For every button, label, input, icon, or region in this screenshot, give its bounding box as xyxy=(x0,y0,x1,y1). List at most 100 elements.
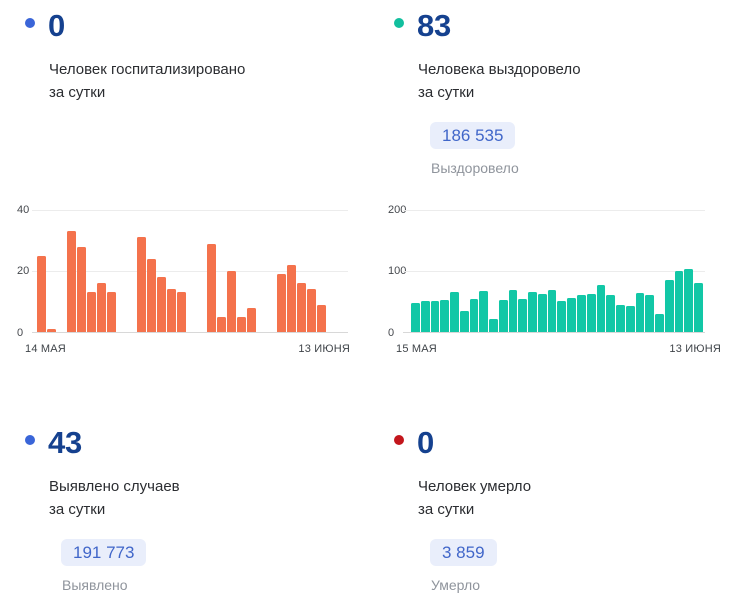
y-tick-label: 0 xyxy=(17,327,24,339)
bar[interactable] xyxy=(586,294,596,332)
bar[interactable] xyxy=(207,244,216,332)
hospitalized-description-line1: Человек госпитализировано xyxy=(49,61,246,78)
hospitalized-status-dot-icon xyxy=(25,18,35,28)
detected-total-chip[interactable]: 191 773 xyxy=(61,539,147,566)
x-axis-line xyxy=(32,332,348,333)
bar[interactable] xyxy=(518,299,528,332)
hospitalized-chart-bars xyxy=(37,210,346,332)
x-start-label: 15 МАЯ xyxy=(396,343,437,355)
bar[interactable] xyxy=(489,319,498,332)
bar[interactable] xyxy=(645,295,655,332)
detected-description: Выявлено случаев за сутки xyxy=(49,475,370,521)
gridline xyxy=(32,210,348,211)
bar[interactable] xyxy=(684,269,694,332)
x-start-label: 14 МАЯ xyxy=(25,343,66,355)
x-axis-line xyxy=(403,332,705,333)
bar[interactable] xyxy=(137,237,146,332)
x-end-label: 13 ИЮНЯ xyxy=(298,343,350,355)
died-description-line2: за сутки xyxy=(418,501,475,518)
hospitalized-daily-count: 0 xyxy=(48,8,65,43)
bar[interactable] xyxy=(237,317,246,332)
bar[interactable] xyxy=(430,301,440,332)
detected-description-line2: за сутки xyxy=(49,501,106,518)
bar[interactable] xyxy=(479,291,489,332)
bar[interactable] xyxy=(67,231,76,332)
bar[interactable] xyxy=(528,292,537,332)
detected-total-label: Выявлено xyxy=(62,577,128,593)
bar[interactable] xyxy=(469,299,479,332)
y-tick-label: 200 xyxy=(388,204,407,216)
died-total-label: Умерло xyxy=(431,577,481,593)
bar[interactable] xyxy=(440,300,450,332)
gridline xyxy=(403,271,705,272)
detected-status-dot-icon xyxy=(25,435,35,445)
bar[interactable] xyxy=(107,292,116,332)
bar[interactable] xyxy=(227,271,236,332)
bar[interactable] xyxy=(694,283,703,332)
x-end-label: 13 ИЮНЯ xyxy=(669,343,721,355)
bar[interactable] xyxy=(450,292,459,332)
bar[interactable] xyxy=(307,289,316,332)
bar[interactable] xyxy=(297,283,306,332)
bar[interactable] xyxy=(157,277,166,332)
died-total-chip[interactable]: 3 859 xyxy=(430,539,497,566)
bar[interactable] xyxy=(37,256,46,332)
bar[interactable] xyxy=(97,283,106,332)
recovered-description: Человека выздоровело за сутки xyxy=(418,58,739,104)
recovered-daily-count: 83 xyxy=(417,8,451,43)
hospitalized-bar-chart: 40 20 0 14 МАЯ 13 ИЮНЯ xyxy=(17,202,350,362)
bar[interactable] xyxy=(635,293,645,332)
recovered-description-line2: за сутки xyxy=(418,84,475,101)
recovered-total-chip[interactable]: 186 535 xyxy=(430,122,516,149)
recovered-description-line1: Человека выздоровело xyxy=(418,61,581,78)
died-daily-count: 0 xyxy=(417,425,434,460)
recovered-chart-bars xyxy=(411,210,703,332)
bar[interactable] xyxy=(177,292,186,332)
bar[interactable] xyxy=(147,259,156,332)
bar[interactable] xyxy=(420,301,430,332)
bar[interactable] xyxy=(596,285,606,332)
bar[interactable] xyxy=(547,290,557,332)
recovered-chart-x-labels: 15 МАЯ 13 ИЮНЯ xyxy=(396,343,721,355)
card-hospitalized: 0 Человек госпитализировано за сутки xyxy=(25,6,370,104)
bar[interactable] xyxy=(567,298,577,332)
bar[interactable] xyxy=(674,271,684,332)
recovered-total-label: Выздоровело xyxy=(431,160,519,176)
y-tick-label: 20 xyxy=(17,265,30,277)
bar[interactable] xyxy=(664,280,674,332)
hospitalized-chart-x-labels: 14 МАЯ 13 ИЮНЯ xyxy=(25,343,350,355)
bar[interactable] xyxy=(577,295,586,332)
hospitalized-description: Человек госпитализировано за сутки xyxy=(49,58,370,104)
bar[interactable] xyxy=(217,317,226,332)
bar[interactable] xyxy=(616,305,625,332)
y-tick-label: 0 xyxy=(388,327,395,339)
recovered-bar-chart: 200 100 0 15 МАЯ 13 ИЮНЯ xyxy=(388,202,721,362)
died-status-dot-icon xyxy=(394,435,404,445)
bar[interactable] xyxy=(537,294,547,332)
bar[interactable] xyxy=(287,265,296,332)
card-died: 0 Человек умерло за сутки 3 859 Умерло xyxy=(394,423,739,593)
bar[interactable] xyxy=(459,311,469,332)
card-recovered: 83 Человека выздоровело за сутки 186 535… xyxy=(394,6,739,176)
y-tick-label: 100 xyxy=(388,265,407,277)
bar[interactable] xyxy=(277,274,286,332)
gridline xyxy=(32,271,348,272)
bar[interactable] xyxy=(508,290,518,332)
died-description: Человек умерло за сутки xyxy=(418,475,739,521)
y-tick-label: 40 xyxy=(17,204,30,216)
bar[interactable] xyxy=(167,289,176,332)
died-description-line1: Человек умерло xyxy=(418,478,532,495)
bar[interactable] xyxy=(606,295,616,332)
bar[interactable] xyxy=(411,303,420,332)
bar[interactable] xyxy=(317,305,326,332)
bar[interactable] xyxy=(247,308,256,332)
bar[interactable] xyxy=(498,300,508,332)
bar[interactable] xyxy=(655,314,664,332)
bar[interactable] xyxy=(47,329,56,332)
bar[interactable] xyxy=(557,301,567,332)
gridline xyxy=(403,210,705,211)
bar[interactable] xyxy=(77,247,86,332)
bar[interactable] xyxy=(87,292,96,332)
bar[interactable] xyxy=(625,306,635,332)
